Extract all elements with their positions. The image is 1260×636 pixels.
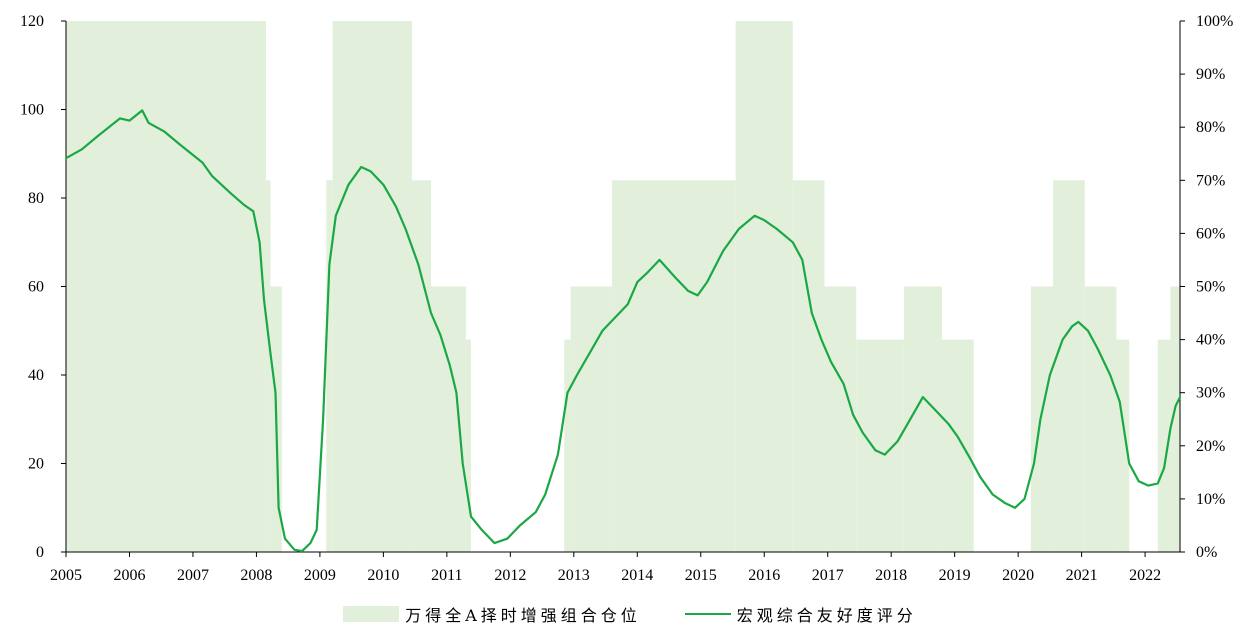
position-bar: [792, 180, 825, 553]
position-bar: [1053, 180, 1085, 553]
position-bar: [824, 286, 857, 552]
y-left-tick-label: 60: [28, 279, 44, 296]
x-tick-label: 2010: [367, 567, 399, 584]
y-left-tick-label: 80: [28, 190, 44, 207]
x-tick-label: 2009: [304, 567, 336, 584]
position-bar: [570, 286, 612, 552]
x-tick-label: 2016: [748, 567, 780, 584]
y-right-tick-label: 40%: [1196, 332, 1225, 349]
position-bar: [332, 21, 412, 552]
position-bar: [856, 339, 904, 552]
x-tick-label: 2021: [1066, 567, 1098, 584]
legend-item-position: 万得全A择时增强组合仓位: [343, 602, 641, 626]
x-tick-label: 2018: [875, 567, 907, 584]
x-tick-label: 2005: [50, 567, 82, 584]
x-tick-label: 2015: [685, 567, 717, 584]
position-bar: [1157, 339, 1171, 552]
x-tick-label: 2019: [939, 567, 971, 584]
score-line: [64, 109, 1182, 553]
position-bar: [265, 180, 271, 553]
x-tick-label: 2012: [494, 567, 526, 584]
x-tick-label: 2020: [1002, 567, 1034, 584]
y-left-tick-label: 120: [20, 13, 44, 30]
y-right-tick-label: 70%: [1196, 172, 1225, 189]
x-tick-label: 2017: [812, 567, 844, 584]
x-tick-label: 2007: [177, 567, 209, 584]
position-bar: [1030, 286, 1054, 552]
position-bar: [326, 180, 333, 553]
x-tick-label: 2011: [431, 567, 462, 584]
position-bar: [1116, 339, 1130, 552]
y-right-tick-label: 80%: [1196, 119, 1225, 136]
y-left-tick-label: 0: [36, 544, 44, 561]
y-right-tick-label: 100%: [1196, 13, 1233, 30]
legend: 万得全A择时增强组合仓位 宏观综合友好度评分: [0, 602, 1260, 626]
position-bar: [465, 339, 471, 552]
position-bar: [411, 180, 431, 553]
y-right-tick-label: 10%: [1196, 491, 1225, 508]
tick-labels: 0 20 40 60 80 100 120 0% 10% 20% 30% 40% 50% 60% 70% 80…: [20, 13, 1233, 584]
y-right-tick-label: 0%: [1196, 544, 1217, 561]
x-tick-label: 2013: [558, 567, 590, 584]
position-bar: [1084, 286, 1117, 552]
y-left-tick-label: 40: [28, 367, 44, 384]
y-right-tick-label: 50%: [1196, 279, 1225, 296]
position-bar: [611, 180, 736, 553]
position-bar: [66, 21, 266, 552]
y-right-tick-label: 20%: [1196, 438, 1225, 455]
position-bar: [430, 286, 466, 552]
position-bar: [1170, 286, 1180, 552]
y-left-tick-label: 20: [28, 456, 44, 473]
y-right-tick-label: 60%: [1196, 225, 1225, 242]
legend-label-score: 宏观综合友好度评分: [736, 606, 917, 625]
x-tick-label: 2014: [621, 567, 653, 584]
x-tick-label: 2008: [240, 567, 272, 584]
x-tick-label: 2022: [1129, 567, 1161, 584]
y-right-tick-label: 90%: [1196, 66, 1225, 83]
axes: [61, 20, 1185, 557]
score-line-layer: [64, 109, 1182, 553]
legend-swatch-line: [684, 613, 731, 615]
position-bar: [735, 21, 793, 552]
legend-item-score: 宏观综合友好度评分: [684, 602, 917, 626]
x-tick-label: 2006: [113, 567, 145, 584]
position-bar: [564, 339, 571, 552]
legend-label-position: 万得全A择时增强组合仓位: [405, 606, 641, 625]
position-bar: [941, 339, 974, 552]
y-left-tick-label: 100: [20, 102, 44, 119]
position-area-layer: [66, 21, 1180, 553]
legend-swatch-area: [343, 606, 400, 622]
y-right-tick-label: 30%: [1196, 385, 1225, 402]
